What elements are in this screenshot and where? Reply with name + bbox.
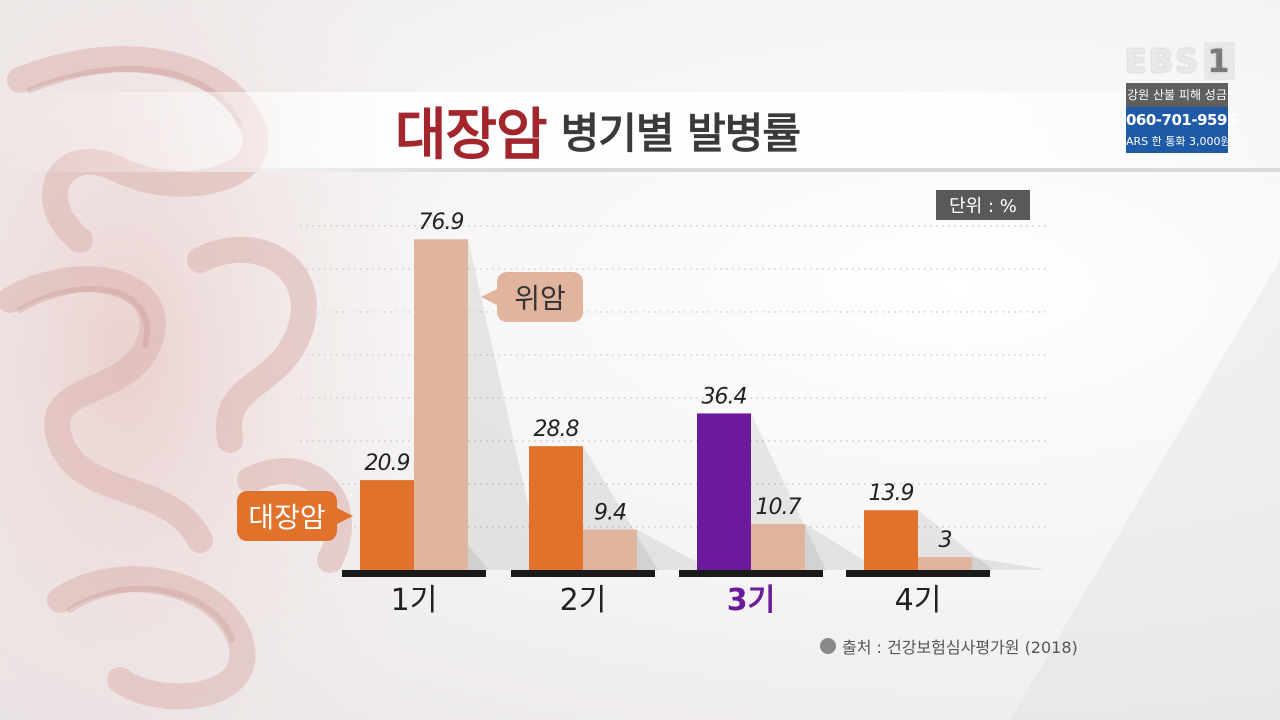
bar-colon-3 <box>697 413 751 570</box>
bar-stomach-4 <box>918 557 972 570</box>
ebs-logo: EBS 1 <box>1125 42 1235 80</box>
category-label-4: 4기 <box>895 583 942 618</box>
bar-colon-2 <box>529 446 583 570</box>
data-label-colon-1: 20.9 <box>365 451 410 476</box>
title-band <box>0 92 1280 172</box>
source-text: 출처 : 건강보험심사평가원 (2018) <box>842 638 1078 657</box>
bar-colon-4 <box>864 510 918 570</box>
source-bullet-icon <box>820 638 836 654</box>
unit-badge: 단위 : % <box>936 190 1030 220</box>
donation-phone: 060-701-9595 <box>1126 107 1237 133</box>
data-label-colon-2: 28.8 <box>534 417 580 442</box>
bar-shadow-1-0 <box>468 239 543 570</box>
data-label-stomach-2: 9.4 <box>594 501 626 526</box>
bar-stomach-1 <box>414 239 468 570</box>
baseline-4 <box>846 570 990 577</box>
bar-stomach-2 <box>583 529 637 570</box>
baseline-3 <box>679 570 823 577</box>
chart-title-sub: 병기별 발병률 <box>560 108 801 158</box>
ebs-logo-channel: 1 <box>1204 42 1235 80</box>
baseline-2 <box>511 570 655 577</box>
bar-shadow-0-3 <box>918 510 993 570</box>
bar-shadow-1-2 <box>805 523 880 570</box>
bar-stomach-3 <box>751 523 805 570</box>
ebs-logo-text: EBS <box>1125 42 1201 80</box>
data-label-colon-3: 36.4 <box>702 384 747 409</box>
bar-shadow-1-3 <box>972 557 1047 570</box>
category-label-2: 2기 <box>560 583 607 618</box>
donation-title: 강원 산불 피해 성금 <box>1126 83 1228 107</box>
category-label-1: 1기 <box>391 583 438 618</box>
donation-info-box: 강원 산불 피해 성금 060-701-9595 ARS 한 통화 3,000원 <box>1126 83 1237 153</box>
bar-colon-1 <box>360 480 414 570</box>
data-label-stomach-1: 76.9 <box>419 210 464 235</box>
legend-callout-colon: 대장암 <box>237 491 353 541</box>
data-label-stomach-3: 10.7 <box>756 495 802 520</box>
chart-title-main: 대장암 <box>395 102 548 168</box>
chart-title: 대장암 병기별 발병률 <box>395 95 801 168</box>
category-label-3: 3기 <box>727 583 775 618</box>
title-underline <box>170 168 1280 172</box>
baseline-1 <box>342 570 486 577</box>
data-label-colon-4: 13.9 <box>869 481 914 506</box>
donation-cost: ARS 한 통화 3,000원 <box>1126 133 1231 153</box>
legend-callout-stomach: 위암 <box>481 272 583 322</box>
source-note: 출처 : 건강보험심사평가원 (2018) <box>820 634 1078 658</box>
bar-shadow-1-1 <box>637 529 712 570</box>
data-label-stomach-4: 3 <box>939 528 952 553</box>
